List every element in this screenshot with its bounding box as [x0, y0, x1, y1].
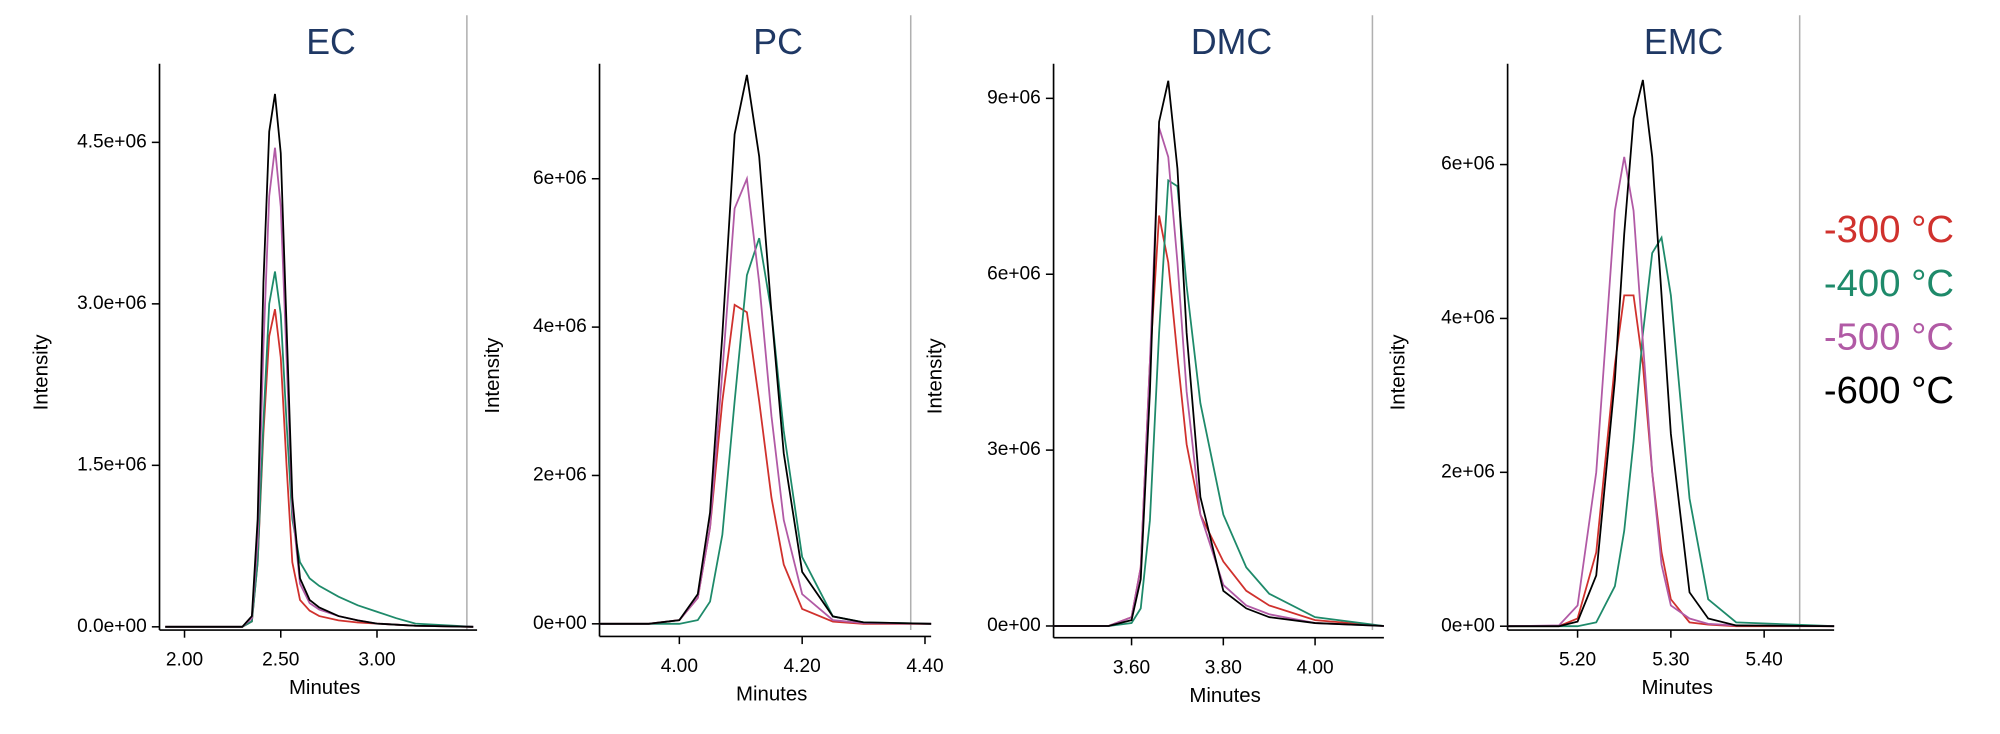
x-tick-label: 2.00	[166, 650, 203, 671]
y-tick-label: 2e+06	[1441, 461, 1495, 482]
y-tick-label: 0e+00	[533, 613, 587, 634]
y-tick-label: 0.0e+00	[77, 616, 147, 637]
chart-title: PC	[753, 22, 803, 62]
x-axis-label: Minutes	[736, 683, 807, 705]
y-tick-label: 4e+06	[1441, 307, 1495, 328]
x-tick-label: 3.60	[1113, 657, 1150, 678]
x-tick-label: 4.20	[784, 656, 821, 677]
chart-title: EC	[306, 22, 356, 62]
y-tick-label: 3e+06	[987, 439, 1041, 460]
series-line: -600 °C	[599, 74, 932, 625]
x-axis-label: Minutes	[289, 677, 360, 699]
y-tick-label: 6e+06	[987, 263, 1041, 284]
chart-title: DMC	[1191, 22, 1272, 62]
series-line: -400 °C	[165, 271, 474, 628]
y-tick-label: 4e+06	[533, 316, 587, 337]
y-tick-label: 0e+00	[987, 615, 1041, 636]
x-tick-label: 4.00	[661, 656, 698, 677]
series-line: -600 °C	[1507, 79, 1835, 628]
series-line: -300 °C	[1053, 215, 1384, 627]
chart-title: EMC	[1644, 22, 1723, 62]
y-axis-label: Intensity	[1388, 334, 1410, 411]
series-line: -500 °C	[1053, 127, 1384, 627]
y-tick-label: 6e+06	[1441, 154, 1495, 175]
x-tick-label: 4.40	[906, 656, 943, 677]
series-line: -300 °C	[165, 309, 474, 628]
y-tick-label: 1.5e+06	[77, 454, 147, 475]
y-tick-label: 6e+06	[533, 168, 587, 189]
legend-entry: -300 °C	[1824, 208, 1954, 251]
x-tick-label: 3.80	[1205, 657, 1242, 678]
series-line: -500 °C	[165, 147, 474, 628]
series-line: -600 °C	[165, 93, 474, 628]
series-line: -400 °C	[1053, 178, 1385, 627]
x-tick-label: 4.00	[1296, 657, 1333, 678]
y-tick-label: 0e+00	[1441, 615, 1495, 636]
legend-entry: -500 °C	[1824, 315, 1954, 358]
y-axis-label: Intensity	[925, 337, 947, 414]
series-line: -500 °C	[1507, 156, 1835, 628]
series-line: -300 °C	[1507, 294, 1835, 628]
x-tick-label: 2.50	[262, 650, 299, 671]
y-tick-label: 9e+06	[987, 87, 1041, 108]
legend-entry: -400 °C	[1824, 262, 1954, 305]
y-axis-label: Intensity	[482, 337, 504, 414]
y-tick-label: 4.5e+06	[77, 131, 147, 152]
legend-entry: -600 °C	[1824, 369, 1954, 412]
y-tick-label: 2e+06	[533, 465, 587, 486]
y-tick-label: 3.0e+06	[77, 293, 147, 314]
x-axis-label: Minutes	[1642, 677, 1713, 699]
y-axis-label: Intensity	[31, 334, 53, 411]
x-tick-label: 3.00	[358, 650, 395, 671]
series-line: -600 °C	[1053, 80, 1384, 627]
x-tick-label: 5.30	[1652, 650, 1689, 671]
x-axis-label: Minutes	[1189, 685, 1260, 707]
x-tick-label: 5.40	[1746, 650, 1783, 671]
series-line: -400 °C	[599, 237, 932, 625]
x-tick-label: 5.20	[1559, 650, 1596, 671]
